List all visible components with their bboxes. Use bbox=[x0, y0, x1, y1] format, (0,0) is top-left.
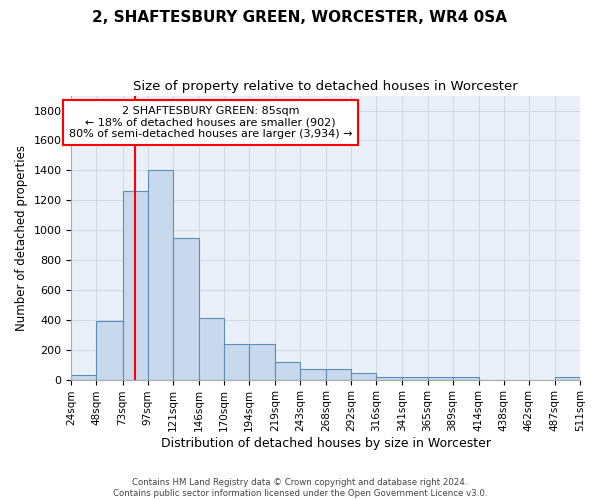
Bar bbox=[300, 369, 326, 380]
Bar bbox=[199, 318, 224, 380]
Bar bbox=[428, 378, 452, 380]
Bar bbox=[71, 375, 97, 380]
Bar bbox=[122, 191, 148, 380]
Bar bbox=[326, 369, 351, 380]
Bar bbox=[148, 170, 173, 380]
Y-axis label: Number of detached properties: Number of detached properties bbox=[15, 144, 28, 330]
Bar bbox=[275, 362, 300, 380]
Bar bbox=[173, 238, 199, 380]
Text: Contains HM Land Registry data © Crown copyright and database right 2024.
Contai: Contains HM Land Registry data © Crown c… bbox=[113, 478, 487, 498]
X-axis label: Distribution of detached houses by size in Worcester: Distribution of detached houses by size … bbox=[161, 437, 491, 450]
Bar bbox=[555, 376, 580, 380]
Text: 2 SHAFTESBURY GREEN: 85sqm
← 18% of detached houses are smaller (902)
80% of sem: 2 SHAFTESBURY GREEN: 85sqm ← 18% of deta… bbox=[68, 106, 352, 139]
Bar bbox=[452, 378, 479, 380]
Bar bbox=[351, 373, 376, 380]
Bar bbox=[224, 344, 249, 380]
Title: Size of property relative to detached houses in Worcester: Size of property relative to detached ho… bbox=[133, 80, 518, 93]
Bar bbox=[249, 344, 275, 380]
Bar bbox=[403, 378, 428, 380]
Text: 2, SHAFTESBURY GREEN, WORCESTER, WR4 0SA: 2, SHAFTESBURY GREEN, WORCESTER, WR4 0SA bbox=[92, 10, 508, 25]
Bar bbox=[376, 376, 403, 380]
Bar bbox=[97, 322, 122, 380]
